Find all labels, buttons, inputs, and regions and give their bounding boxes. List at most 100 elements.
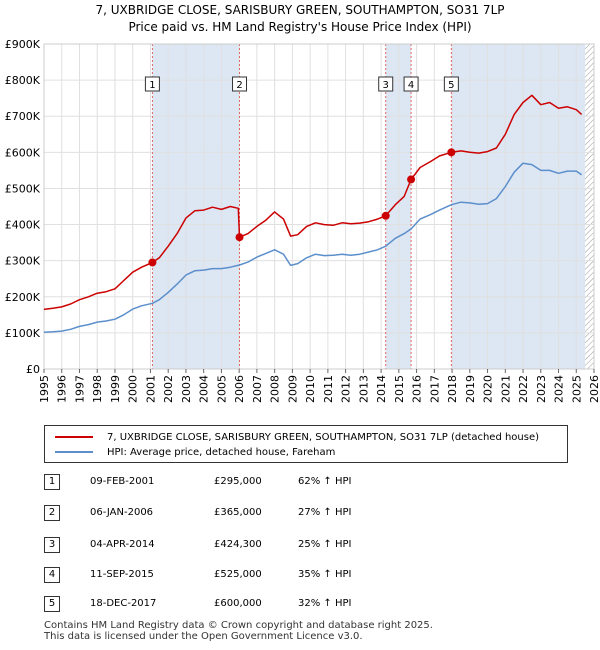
shaded-span bbox=[152, 44, 240, 369]
sale-row: 5 18-DEC-2017 £600,000 32% ↑ HPI bbox=[44, 596, 564, 614]
sale-row: 1 09-FEB-2001 £295,000 62% ↑ HPI bbox=[44, 474, 564, 492]
property-price-line bbox=[43, 94, 583, 311]
legend-item-property: 7, UXBRIDGE CLOSE, SARISBURY GREEN, SOUT… bbox=[55, 430, 539, 444]
x-tick-label: 2016 bbox=[411, 375, 424, 403]
sale-row: 3 04-APR-2014 £424,300 25% ↑ HPI bbox=[44, 537, 564, 555]
hatched-region bbox=[585, 44, 594, 369]
x-tick-label: 2002 bbox=[162, 375, 175, 403]
sale-price: £365,000 bbox=[214, 507, 262, 518]
sale-point bbox=[407, 175, 416, 184]
y-tick-label: £100K bbox=[5, 327, 41, 340]
x-tick-label: 2008 bbox=[269, 375, 282, 403]
x-tick-label: 2014 bbox=[375, 375, 388, 403]
sale-point bbox=[447, 148, 456, 157]
x-tick-label: 1997 bbox=[73, 375, 86, 403]
x-tick-label: 1999 bbox=[109, 375, 122, 403]
sale-date: 06-JAN-2006 bbox=[90, 507, 154, 518]
sale-number-badge: 2 bbox=[44, 505, 60, 521]
legend-item-hpi: HPI: Average price, detached house, Fare… bbox=[55, 445, 335, 459]
x-tick-label: 2009 bbox=[286, 375, 299, 403]
sale-date: 04-APR-2014 bbox=[90, 539, 155, 550]
legend-swatch-hpi bbox=[55, 451, 93, 453]
x-tick-label: 1995 bbox=[38, 375, 51, 403]
x-tick-label: 2010 bbox=[304, 375, 317, 403]
x-tick-label: 2001 bbox=[144, 375, 157, 403]
y-tick-label: £400K bbox=[5, 219, 41, 232]
x-tick-label: 2012 bbox=[340, 375, 353, 403]
sale-date: 09-FEB-2001 bbox=[90, 476, 155, 487]
sale-point bbox=[148, 258, 157, 267]
y-tick-label: £300K bbox=[5, 255, 41, 268]
sale-marker-number: 1 bbox=[149, 80, 155, 91]
sale-price: £525,000 bbox=[214, 569, 262, 580]
sale-marker-box bbox=[378, 76, 394, 92]
y-tick-label: £0 bbox=[26, 363, 40, 376]
chart-title-line-1: 7, UXBRIDGE CLOSE, SARISBURY GREEN, SOUT… bbox=[95, 3, 505, 17]
x-tick-label: 2003 bbox=[180, 375, 193, 403]
sale-row: 4 11-SEP-2015 £525,000 35% ↑ HPI bbox=[44, 567, 564, 585]
y-tick-label: £600K bbox=[5, 146, 41, 159]
sale-marker-box bbox=[403, 76, 419, 92]
x-tick-label: 2019 bbox=[464, 375, 477, 403]
sale-number-badge: 5 bbox=[44, 596, 60, 612]
y-tick-label: £200K bbox=[5, 291, 41, 304]
shaded-span bbox=[451, 44, 586, 369]
x-tick-label: 2023 bbox=[535, 375, 548, 403]
x-tick-label: 2020 bbox=[482, 375, 495, 403]
sale-number-badge: 4 bbox=[44, 567, 60, 583]
sale-marker-label: 5 bbox=[443, 76, 459, 92]
x-tick-label: 1998 bbox=[91, 375, 104, 403]
sale-marker-box bbox=[144, 76, 160, 92]
sale-marker-number: 5 bbox=[448, 80, 454, 91]
legend-label-property: 7, UXBRIDGE CLOSE, SARISBURY GREEN, SOUT… bbox=[107, 431, 540, 443]
x-tick-label: 2024 bbox=[553, 375, 566, 403]
x-tick-label: 2006 bbox=[233, 375, 246, 403]
sale-marker-label: 3 bbox=[378, 76, 394, 92]
x-tick-label: 1996 bbox=[56, 375, 69, 403]
sale-price: £600,000 bbox=[214, 598, 262, 609]
y-tick-label: £900K bbox=[5, 38, 41, 51]
sale-row: 2 06-JAN-2006 £365,000 27% ↑ HPI bbox=[44, 505, 564, 523]
x-tick-label: 2025 bbox=[570, 375, 583, 403]
sale-hpi-change: 32% ↑ HPI bbox=[298, 598, 352, 609]
legend-label-hpi: HPI: Average price, detached house, Fare… bbox=[107, 446, 336, 458]
sale-date: 18-DEC-2017 bbox=[90, 598, 157, 609]
sale-hpi-change: 62% ↑ HPI bbox=[298, 476, 352, 487]
x-tick-label: 2015 bbox=[393, 375, 406, 403]
legend-swatch-property bbox=[55, 436, 93, 438]
hpi-line bbox=[43, 162, 583, 333]
sale-marker-number: 4 bbox=[408, 80, 414, 91]
x-tick-label: 2026 bbox=[588, 375, 600, 403]
x-tick-label: 2007 bbox=[251, 375, 264, 403]
x-tick-label: 2013 bbox=[357, 375, 370, 403]
x-tick-label: 2005 bbox=[215, 375, 228, 403]
sale-marker-box bbox=[443, 76, 459, 92]
sale-marker-number: 2 bbox=[236, 80, 242, 91]
y-tick-label: £700K bbox=[5, 110, 41, 123]
sale-hpi-change: 35% ↑ HPI bbox=[298, 569, 352, 580]
chart-title-line-2: Price paid vs. HM Land Registry's House … bbox=[128, 20, 472, 34]
sale-price: £424,300 bbox=[214, 539, 262, 550]
x-tick-label: 2021 bbox=[499, 375, 512, 403]
x-tick-label: 2018 bbox=[446, 375, 459, 403]
y-tick-label: £500K bbox=[5, 182, 41, 195]
x-tick-label: 2011 bbox=[322, 375, 335, 403]
x-tick-label: 2004 bbox=[198, 375, 211, 403]
sale-hpi-change: 27% ↑ HPI bbox=[298, 507, 352, 518]
sale-marker-box bbox=[232, 76, 248, 92]
plot-area bbox=[43, 43, 595, 370]
sale-number-badge: 3 bbox=[44, 537, 60, 553]
sale-point bbox=[381, 211, 390, 220]
price-chart: 1 2 3 4 5 £0 £100K £200K £300K £400K £500K £600K £7… bbox=[5, 38, 600, 403]
sale-date: 11-SEP-2015 bbox=[90, 569, 154, 580]
x-tick-label: 2022 bbox=[517, 375, 530, 403]
x-tick-label: 2000 bbox=[127, 375, 140, 403]
y-tick-label: £800K bbox=[5, 74, 41, 87]
sale-marker-label: 2 bbox=[232, 76, 248, 92]
legend: 7, UXBRIDGE CLOSE, SARISBURY GREEN, SOUT… bbox=[44, 425, 568, 463]
x-tick-label: 2017 bbox=[428, 375, 441, 403]
footer-license: This data is licensed under the Open Gov… bbox=[44, 631, 363, 642]
footer-copyright: Contains HM Land Registry data © Crown c… bbox=[44, 620, 433, 631]
sale-price: £295,000 bbox=[214, 476, 262, 487]
sale-marker-label: 1 bbox=[144, 76, 160, 92]
